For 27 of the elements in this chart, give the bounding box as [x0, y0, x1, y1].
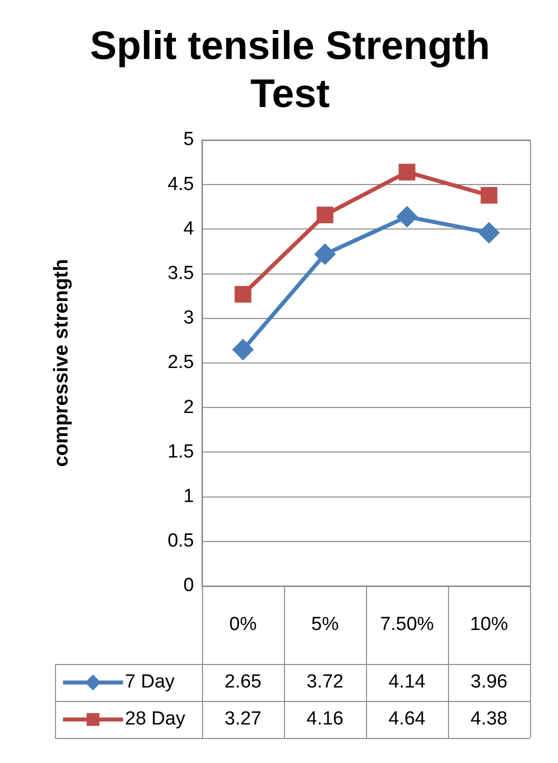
- y-tick-label: 0.5: [168, 530, 194, 552]
- y-tick-label: 0: [183, 575, 194, 596]
- y-tick-label: 2.5: [168, 352, 194, 374]
- data-label: 4.64: [388, 708, 426, 730]
- y-axis-title: compressive strength: [50, 259, 73, 467]
- y-tick-label: 1.5: [168, 441, 194, 462]
- data-label: 3.72: [306, 672, 344, 693]
- x-tick-label: 5%: [311, 614, 339, 636]
- data-label: 4.14: [388, 672, 426, 693]
- y-tick-label: 2: [183, 396, 194, 418]
- y-tick-label: 5: [183, 129, 194, 150]
- legend-label: 7 Day: [125, 672, 176, 693]
- y-tick-label: 3: [183, 308, 194, 329]
- x-tick-label: 10%: [470, 614, 508, 636]
- chart-title: Split tensile Strength Test: [90, 24, 490, 116]
- y-tick-label: 3.5: [168, 263, 194, 284]
- legend-label: 28 Day: [125, 708, 186, 730]
- data-label: 4.16: [306, 708, 344, 730]
- data-label: 2.65: [224, 672, 262, 693]
- y-tick-label: 1: [183, 486, 194, 508]
- y-tick-label: 4: [183, 218, 194, 240]
- data-label: 3.96: [470, 672, 508, 693]
- x-tick-label: 0%: [229, 614, 257, 636]
- data-label: 4.38: [470, 708, 508, 730]
- x-tick-label: 7.50%: [380, 614, 434, 636]
- y-tick-label: 4.5: [168, 174, 194, 195]
- data-label: 3.27: [224, 708, 262, 730]
